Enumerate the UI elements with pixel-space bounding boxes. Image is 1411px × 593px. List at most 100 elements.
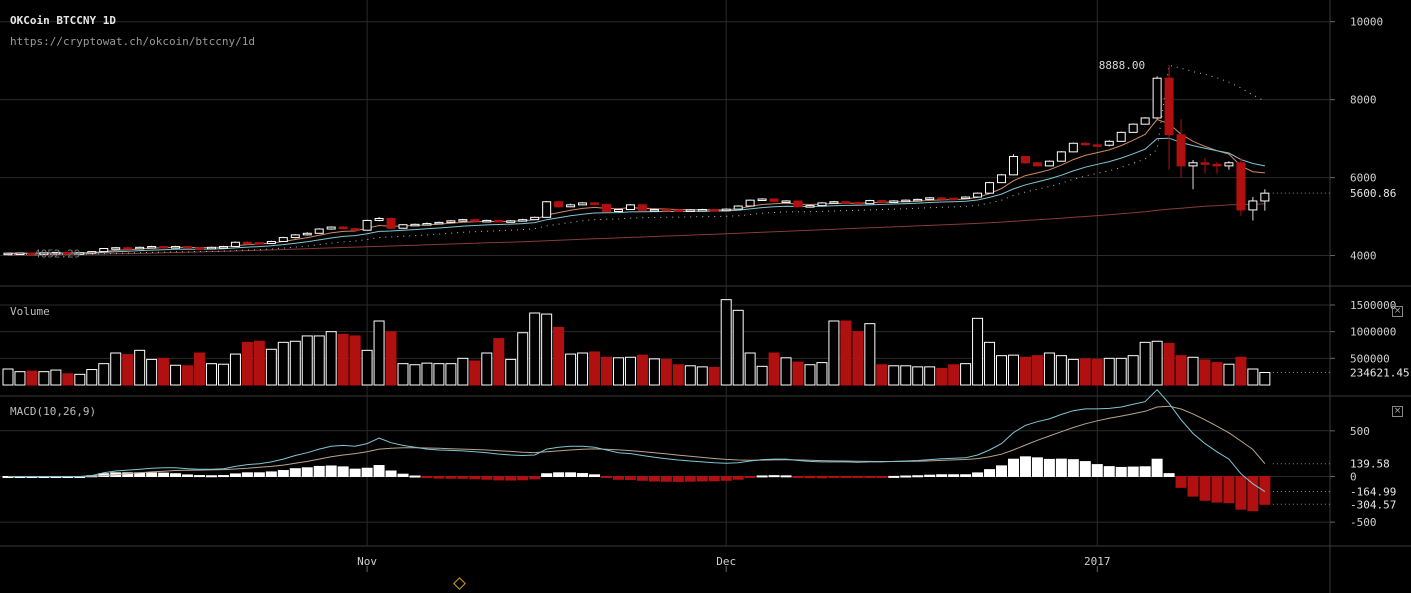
candle-body bbox=[147, 246, 157, 249]
candle-body bbox=[865, 200, 875, 205]
macd-histogram-bar bbox=[205, 475, 217, 478]
candle bbox=[195, 246, 205, 250]
macd-histogram-bar bbox=[337, 466, 349, 477]
candle-body bbox=[973, 192, 983, 198]
volume-tick-label: 1500000 bbox=[1350, 299, 1396, 312]
candle-body bbox=[889, 200, 899, 203]
volume-close-icon[interactable]: × bbox=[1392, 306, 1403, 317]
candle bbox=[302, 232, 312, 236]
macd-histogram-bar bbox=[421, 475, 433, 479]
volume-bar bbox=[553, 326, 565, 386]
macd-histogram-bar bbox=[349, 468, 361, 477]
candle bbox=[841, 200, 851, 204]
volume-bar bbox=[313, 335, 325, 386]
candle-body bbox=[1056, 151, 1066, 162]
price-series-line bbox=[8, 118, 1265, 254]
candle bbox=[973, 192, 983, 198]
candle-body bbox=[27, 252, 37, 255]
macd-histogram-bar bbox=[158, 472, 170, 477]
volume-bar bbox=[134, 349, 146, 386]
candle bbox=[1104, 140, 1114, 147]
candle-body bbox=[111, 247, 121, 250]
volume-bar bbox=[696, 366, 708, 386]
volume-bar bbox=[1259, 371, 1271, 386]
candle-body bbox=[1164, 77, 1174, 136]
candle bbox=[362, 219, 372, 231]
macd-histogram-bar bbox=[481, 475, 493, 480]
candle-body bbox=[949, 197, 959, 201]
macd-histogram-bar bbox=[1079, 461, 1091, 477]
volume-bar bbox=[589, 351, 601, 386]
candle bbox=[506, 220, 516, 223]
macd-histogram-bar bbox=[936, 474, 948, 477]
macd-histogram-bar bbox=[756, 475, 768, 478]
candle-body bbox=[51, 251, 61, 255]
candle bbox=[1116, 131, 1126, 142]
candle bbox=[87, 251, 97, 254]
volume-bar bbox=[1091, 358, 1103, 386]
x-tick-label: 2017 bbox=[1084, 555, 1111, 568]
volume-bar bbox=[373, 320, 385, 386]
macd-histogram-bar bbox=[517, 475, 529, 481]
candle-body bbox=[1128, 123, 1138, 133]
candle-body bbox=[769, 198, 779, 202]
volume-bar bbox=[481, 352, 493, 386]
candle bbox=[458, 218, 468, 222]
macd-histogram-bar bbox=[1163, 473, 1175, 477]
candle bbox=[147, 245, 157, 249]
macd-histogram-bar bbox=[864, 475, 876, 478]
candle bbox=[63, 251, 73, 255]
volume-bar bbox=[1151, 340, 1163, 386]
volume-bar bbox=[1223, 363, 1235, 386]
candle bbox=[470, 218, 480, 222]
candle bbox=[3, 252, 13, 256]
candle-body bbox=[1248, 200, 1258, 211]
macd-histogram-bar bbox=[253, 472, 265, 477]
macd-close-icon[interactable]: × bbox=[1392, 406, 1403, 417]
candle bbox=[745, 199, 755, 207]
volume-bar bbox=[205, 363, 217, 386]
volume-bar bbox=[469, 360, 481, 386]
candle bbox=[1020, 155, 1030, 164]
macd-histogram-bar bbox=[289, 468, 301, 477]
macd-histogram-bar bbox=[624, 475, 636, 480]
candle bbox=[1068, 142, 1078, 153]
volume-bar bbox=[182, 365, 194, 386]
macd-panel-label: MACD(10,26,9) bbox=[10, 405, 97, 418]
volume-bar bbox=[804, 364, 816, 386]
macd-histogram-bar bbox=[1127, 466, 1139, 477]
price-tick-label: 8000 bbox=[1350, 94, 1377, 107]
candle bbox=[446, 220, 456, 224]
volume-bar bbox=[744, 352, 756, 386]
macd-histogram-bar bbox=[1151, 458, 1163, 477]
macd-histogram-bar bbox=[601, 475, 612, 478]
volume-bar bbox=[62, 373, 74, 386]
candle-body bbox=[997, 174, 1007, 184]
candle-body bbox=[206, 246, 216, 250]
candle-body bbox=[1008, 156, 1018, 176]
candle-body bbox=[63, 251, 73, 255]
macd-histogram-bar bbox=[146, 472, 158, 477]
candle-body bbox=[1080, 142, 1090, 146]
macd-histogram-bar bbox=[1031, 457, 1043, 477]
volume-bar bbox=[158, 357, 170, 386]
volume-bar bbox=[50, 369, 62, 386]
candle-body bbox=[350, 228, 360, 231]
macd-histogram-bar bbox=[948, 474, 960, 477]
macd-histogram-bar bbox=[828, 475, 840, 478]
chart-url[interactable]: https://cryptowat.ch/okcoin/btccny/1d bbox=[10, 35, 256, 48]
candle bbox=[865, 199, 875, 205]
candle bbox=[997, 174, 1007, 184]
candle-body bbox=[230, 241, 240, 248]
macd-histogram-bar bbox=[1175, 475, 1187, 488]
volume-bar bbox=[146, 358, 158, 386]
candle bbox=[1152, 76, 1162, 120]
candle-body bbox=[314, 228, 324, 234]
volume-bar bbox=[1187, 356, 1199, 386]
volume-bar bbox=[241, 341, 253, 386]
macd-signal-value-label: 139.58 bbox=[1350, 458, 1390, 471]
candle bbox=[925, 197, 935, 200]
candle-body bbox=[446, 220, 456, 223]
macd-histogram-bar bbox=[565, 472, 577, 477]
